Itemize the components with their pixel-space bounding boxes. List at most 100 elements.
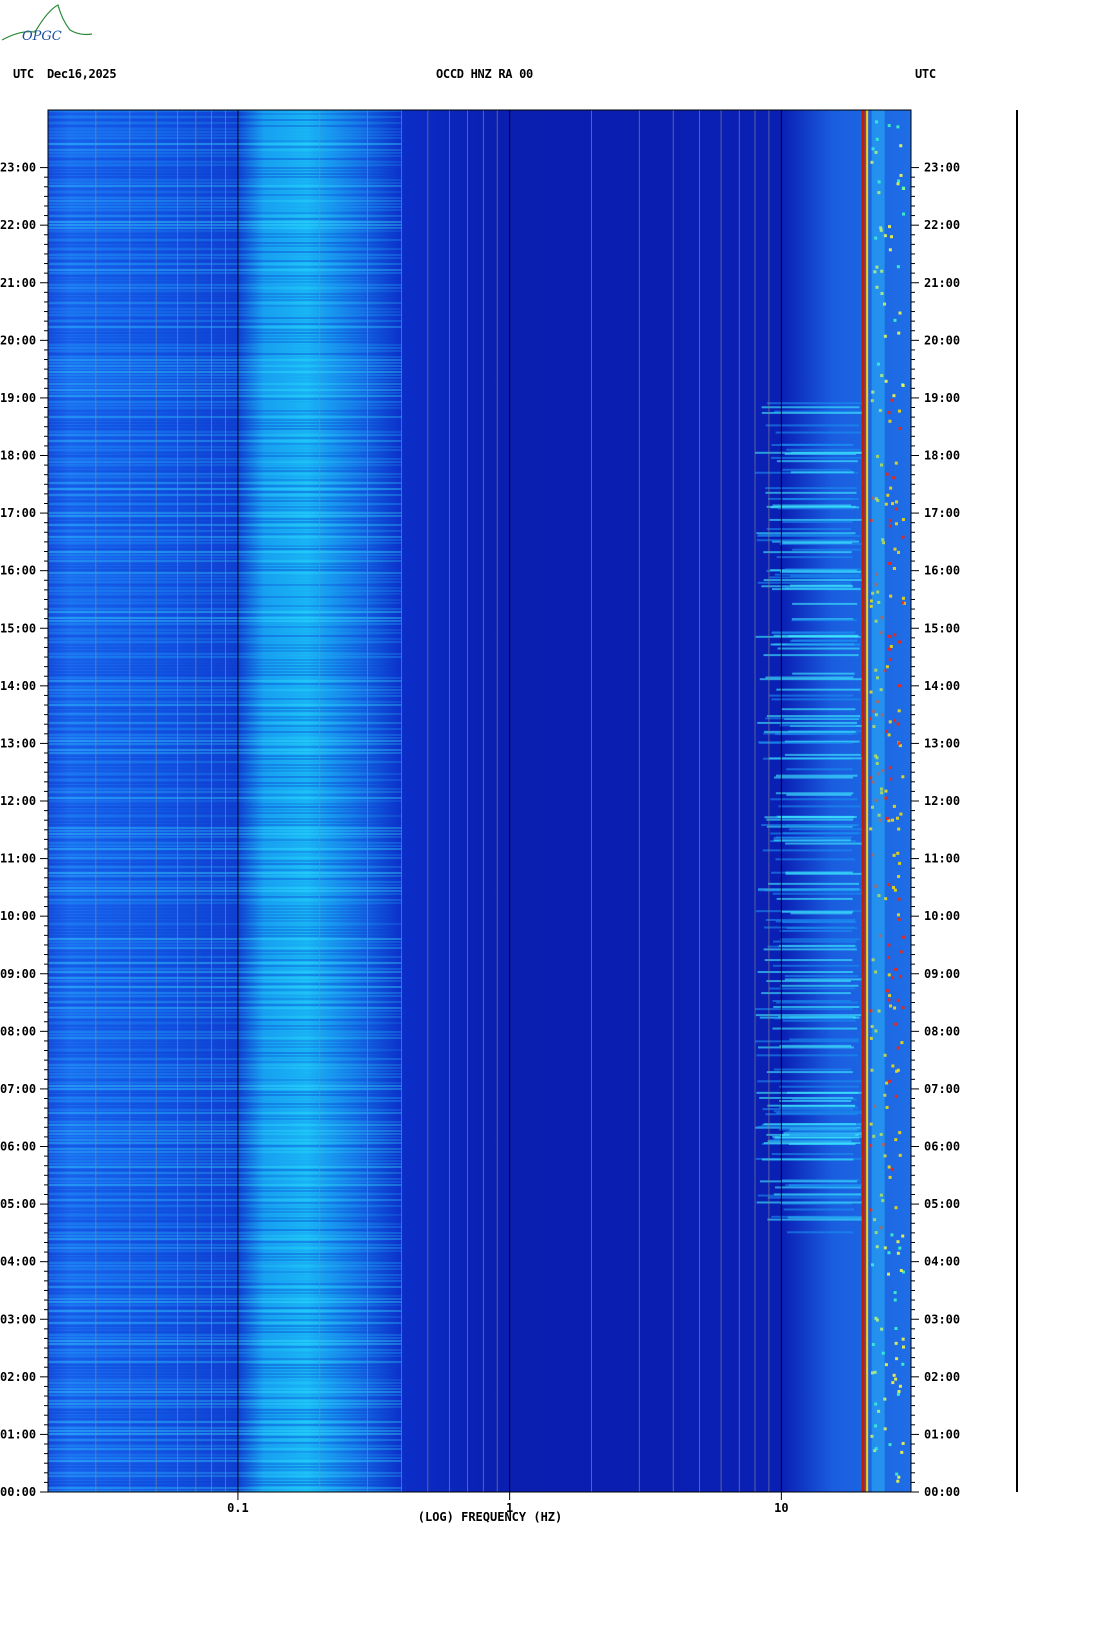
noise-speckle bbox=[880, 713, 884, 717]
noise-streak bbox=[780, 984, 859, 987]
noise-streak bbox=[776, 897, 853, 900]
noise-streak bbox=[790, 471, 854, 474]
texture-band bbox=[48, 1205, 402, 1207]
texture-band bbox=[48, 479, 402, 481]
texture-band bbox=[48, 275, 402, 277]
texture-band bbox=[48, 152, 402, 154]
noise-speckle bbox=[869, 1122, 873, 1126]
texture-band bbox=[48, 1322, 402, 1324]
texture-band bbox=[48, 593, 402, 595]
noise-speckle bbox=[881, 1351, 885, 1355]
y-tick-label-right: 16:00 bbox=[924, 564, 960, 578]
noise-streak bbox=[778, 944, 856, 947]
texture-band bbox=[48, 284, 402, 286]
noise-speckle bbox=[888, 561, 892, 565]
texture-band bbox=[48, 539, 402, 541]
y-tick-label-right: 03:00 bbox=[924, 1312, 960, 1326]
y-tick-label-right: 22:00 bbox=[924, 218, 960, 232]
texture-band bbox=[48, 1412, 402, 1414]
texture-band bbox=[48, 1136, 402, 1138]
logo-text: OPGC bbox=[22, 29, 62, 44]
texture-band bbox=[48, 368, 402, 370]
texture-band bbox=[48, 1436, 402, 1438]
texture-band bbox=[48, 1124, 402, 1126]
noise-streak bbox=[776, 688, 861, 691]
texture-band bbox=[48, 842, 402, 844]
texture-band bbox=[48, 224, 402, 226]
noise-streak bbox=[761, 585, 854, 588]
y-tick-label-right: 15:00 bbox=[924, 621, 960, 635]
noise-speckle bbox=[892, 394, 896, 398]
texture-band bbox=[48, 1274, 402, 1276]
noise-streak bbox=[761, 992, 851, 995]
texture-band bbox=[48, 1031, 402, 1033]
noise-streak bbox=[789, 1038, 859, 1041]
texture-band bbox=[48, 731, 402, 733]
noise-streak bbox=[757, 1125, 857, 1128]
texture-band bbox=[48, 836, 402, 838]
y-tick-label-right: 13:00 bbox=[924, 736, 960, 750]
texture-band bbox=[48, 1166, 402, 1168]
noise-streak bbox=[783, 1208, 855, 1211]
noise-streak bbox=[757, 721, 858, 724]
noise-speckle bbox=[897, 897, 901, 901]
texture-band bbox=[48, 317, 402, 319]
texture-band bbox=[48, 779, 402, 781]
noise-speckle bbox=[887, 634, 891, 638]
noise-streak bbox=[755, 1040, 859, 1043]
texture-band bbox=[48, 1190, 402, 1192]
texture-band bbox=[48, 113, 402, 115]
noise-streak bbox=[785, 1131, 858, 1134]
texture-band bbox=[48, 161, 402, 163]
noise-speckle bbox=[879, 1133, 883, 1137]
texture-band bbox=[48, 581, 402, 583]
texture-band bbox=[48, 245, 402, 247]
y-tick-label-left: 14:00 bbox=[0, 679, 36, 693]
texture-band bbox=[48, 1184, 402, 1186]
noise-speckle bbox=[875, 762, 879, 766]
texture-band bbox=[48, 1268, 402, 1270]
texture-band bbox=[48, 401, 402, 403]
noise-speckle bbox=[871, 709, 875, 713]
texture-band bbox=[48, 662, 402, 664]
noise-streak bbox=[784, 978, 862, 981]
texture-band bbox=[48, 1133, 402, 1135]
noise-speckle bbox=[888, 720, 892, 724]
texture-band bbox=[48, 311, 402, 313]
noise-speckle bbox=[888, 248, 892, 252]
noise-speckle bbox=[888, 1175, 892, 1179]
noise-streak bbox=[788, 1185, 860, 1188]
texture-band bbox=[48, 968, 402, 970]
noise-streak bbox=[781, 708, 856, 711]
noise-speckle bbox=[883, 1154, 887, 1158]
noise-streak bbox=[769, 576, 863, 579]
texture-band bbox=[48, 1355, 402, 1357]
noise-streak bbox=[786, 768, 853, 771]
noise-streak bbox=[763, 926, 854, 929]
noise-speckle bbox=[879, 226, 883, 230]
texture-band bbox=[48, 1046, 402, 1048]
noise-speckle bbox=[896, 1392, 900, 1396]
texture-band bbox=[48, 611, 402, 613]
noise-speckle bbox=[886, 493, 890, 497]
texture-band bbox=[48, 953, 402, 955]
noise-speckle bbox=[870, 399, 874, 403]
noise-speckle bbox=[891, 976, 895, 980]
noise-speckle bbox=[898, 426, 902, 430]
texture-band bbox=[48, 536, 402, 538]
noise-speckle bbox=[877, 600, 881, 604]
noise-speckle bbox=[883, 1397, 887, 1401]
noise-streak bbox=[761, 824, 859, 827]
texture-band bbox=[48, 1211, 402, 1213]
noise-streak bbox=[757, 1194, 863, 1197]
y-tick-label-left: 10:00 bbox=[0, 909, 36, 923]
texture-band bbox=[48, 338, 402, 340]
noise-streak bbox=[791, 619, 857, 622]
texture-band bbox=[48, 635, 402, 637]
texture-band bbox=[48, 806, 402, 808]
noise-speckle bbox=[901, 1362, 905, 1366]
texture-band bbox=[48, 326, 402, 328]
texture-band bbox=[48, 1481, 402, 1483]
texture-band bbox=[48, 260, 402, 262]
texture-band bbox=[48, 1331, 402, 1333]
